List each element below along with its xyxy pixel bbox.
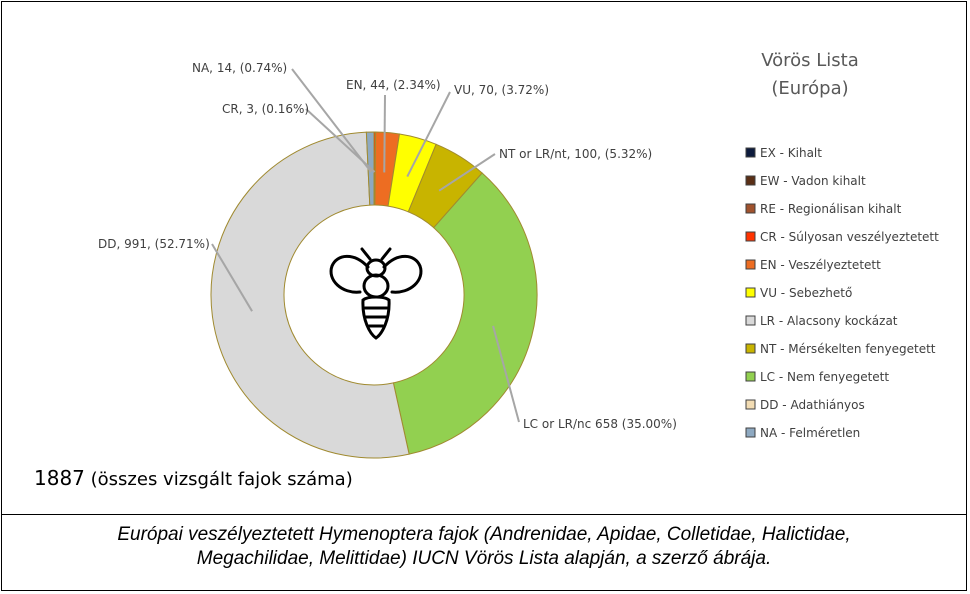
legend-label-3: CR - Súlyosan veszélyeztetett <box>760 230 939 244</box>
legend-swatch-8 <box>745 371 756 382</box>
slice-dd <box>210 131 410 459</box>
legend-label-0: EX - Kihalt <box>760 146 822 160</box>
bee-icon <box>329 247 423 340</box>
legend-label-9: DD - Adathiányos <box>760 398 865 412</box>
leader-line-lc <box>492 325 520 423</box>
legend-label-5: VU - Sebezhető <box>760 286 852 300</box>
legend-swatch-10 <box>745 427 756 438</box>
leader-line-dd <box>211 243 253 312</box>
legend-title-line-2: (Európa) <box>771 78 848 99</box>
legend-swatch-0 <box>745 147 756 158</box>
legend-label-1: EW - Vadon kihalt <box>760 174 866 188</box>
legend-swatch-2 <box>745 203 756 214</box>
legend-swatch-7 <box>745 343 756 354</box>
data-label-nt: NT or LR/nt, 100, (5.32%) <box>499 147 652 161</box>
leader-line-vu <box>406 91 451 178</box>
data-label-vu: VU, 70, (3.72%) <box>454 83 549 97</box>
caption-line-1: Európai veszélyeztetett Hymenoptera fajo… <box>117 524 851 545</box>
legend-title-line-1: Vörös Lista <box>761 50 859 71</box>
data-label-cr: CR, 3, (0.16%) <box>222 102 309 116</box>
legend-swatch-9 <box>745 399 756 410</box>
legend-label-10: NA - Felméretlen <box>760 426 860 440</box>
data-label-lc: LC or LR/nc 658 (35.00%) <box>523 417 677 431</box>
caption-line-2: Megachilidae, Melittidae) IUCN Vörös Lis… <box>196 548 772 569</box>
slice-lc <box>392 172 538 455</box>
legend-swatch-3 <box>745 231 756 242</box>
legend-label-2: RE - Regionálisan kihalt <box>760 202 902 216</box>
legend-swatch-4 <box>745 259 756 270</box>
legend-label-6: LR - Alacsony kockázat <box>760 314 898 328</box>
leader-line-na <box>291 68 372 173</box>
legend-label-7: NT - Mérsékelten fenyegetett <box>760 342 936 356</box>
total-count: 1887 (összes vizsgált fajok száma) <box>34 466 353 490</box>
data-label-dd: DD, 991, (52.71%) <box>98 237 210 251</box>
total-number: 1887 <box>34 466 85 490</box>
data-label-na: NA, 14, (0.74%) <box>192 61 287 75</box>
legend-label-8: LC - Nem fenyegetett <box>760 370 889 384</box>
legend-swatch-5 <box>745 287 756 298</box>
legend-swatch-6 <box>745 315 756 326</box>
figure-caption: Európai veszélyeztetett Hymenoptera fajo… <box>12 523 956 571</box>
total-text: (összes vizsgált fajok száma) <box>84 469 353 490</box>
chart-area: CR, 3, (0.16%) EN, 44, (2.34%) VU, 70, (3.… <box>2 2 966 515</box>
leader-line-nt <box>438 153 496 192</box>
legend-label-4: EN - Veszélyeztetett <box>760 258 881 272</box>
leader-line-en <box>383 94 386 173</box>
legend-swatch-1 <box>745 175 756 186</box>
donut-chart: CR, 3, (0.16%) EN, 44, (2.34%) VU, 70, (3.… <box>98 50 939 459</box>
data-label-en: EN, 44, (2.34%) <box>346 78 441 92</box>
